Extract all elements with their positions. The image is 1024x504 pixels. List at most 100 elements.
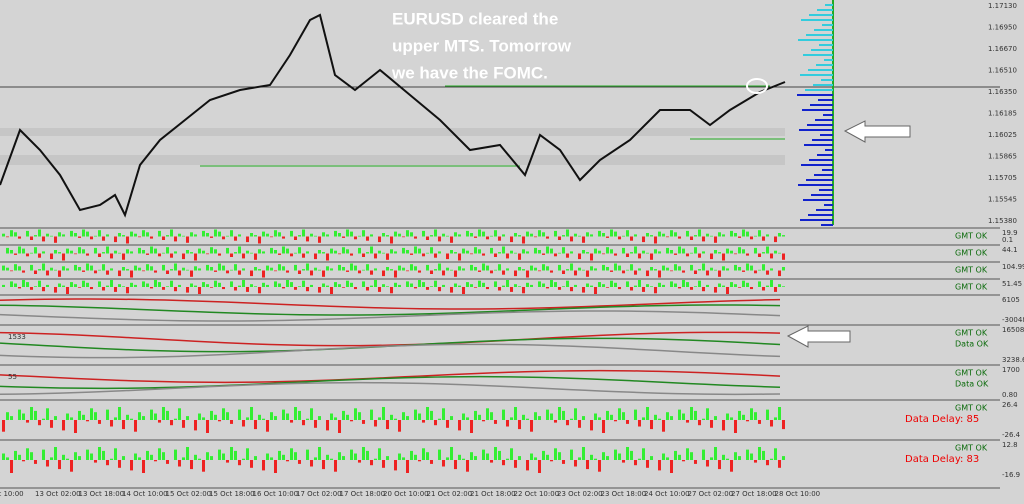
histogram-bar (682, 460, 685, 462)
histogram-bar (98, 281, 101, 287)
histogram-bar (702, 236, 705, 242)
profile-bar (815, 119, 833, 121)
histogram-bar (526, 231, 529, 237)
histogram-bar (582, 416, 585, 420)
histogram-bar (670, 250, 673, 254)
profile-bar (807, 124, 833, 126)
histogram-bar (90, 265, 93, 271)
histogram-bar (434, 420, 437, 426)
histogram-bar (322, 270, 325, 277)
histogram-bar (226, 412, 229, 420)
histogram-bar (690, 407, 693, 420)
histogram-bar (666, 412, 669, 420)
histogram-bar (250, 460, 253, 468)
histogram-bar (698, 253, 701, 258)
histogram-bar (398, 284, 401, 287)
histogram-bar (570, 449, 573, 460)
histogram-bar (146, 232, 149, 237)
histogram-bar (582, 447, 585, 460)
histogram-bar (42, 418, 45, 420)
histogram-bar (22, 248, 25, 254)
histogram-bar (534, 267, 537, 271)
histogram-bar (482, 253, 485, 256)
date-label: 13 Oct 02:00 (35, 490, 81, 498)
histogram-bar (450, 287, 453, 293)
histogram-bar (774, 448, 777, 460)
histogram-bar (446, 253, 449, 260)
histogram-bar (354, 236, 357, 240)
histogram-bar (118, 284, 121, 287)
histogram-bar (754, 270, 757, 274)
histogram-bar (526, 282, 529, 287)
histogram-bar (50, 457, 53, 460)
histogram-bar (538, 460, 541, 473)
histogram-bar (362, 253, 365, 257)
histogram-bar (714, 287, 717, 293)
histogram-bar (462, 287, 465, 294)
histogram-bar (170, 253, 173, 258)
histogram-bar (422, 282, 425, 287)
histogram-bar (630, 264, 633, 271)
histogram-bar (730, 282, 733, 287)
histogram-bar (246, 287, 249, 292)
histogram-bar (154, 270, 157, 273)
histogram-bar (486, 265, 489, 271)
histogram-bar (402, 267, 405, 271)
histogram-bar (566, 420, 569, 426)
histogram-bar (598, 282, 601, 287)
histogram-bar (354, 265, 357, 271)
histogram-bar (566, 280, 569, 287)
histogram-bar (638, 268, 641, 271)
histogram-bar (162, 264, 165, 271)
price-path (0, 13, 786, 218)
histogram-bar (2, 420, 5, 432)
histogram-bar (590, 285, 593, 287)
histogram-bar (386, 253, 389, 260)
histogram-bar (626, 253, 629, 257)
histogram-bar (302, 253, 305, 258)
histogram-bar (678, 454, 681, 460)
histogram-bar (106, 270, 109, 275)
histogram-bar (322, 460, 325, 470)
histogram-bar (458, 285, 461, 287)
histogram-bar (646, 252, 649, 254)
histogram-bar (250, 284, 253, 287)
histogram-bar (678, 287, 681, 289)
histogram-bar (742, 414, 745, 420)
histogram-bar (386, 286, 389, 287)
histogram-bar (630, 252, 633, 254)
histogram-bar (34, 235, 37, 237)
histogram-bar (46, 284, 49, 287)
date-label: 27 Oct 02:00 (688, 490, 734, 498)
histogram-bar (34, 286, 37, 287)
histogram-bar (18, 246, 21, 254)
histogram-bar (142, 281, 145, 287)
histogram-bar (590, 420, 593, 431)
histogram-bar (30, 407, 33, 420)
histogram-bar (194, 253, 197, 261)
histogram-bar (174, 236, 177, 242)
histogram-bar (118, 233, 121, 237)
histogram-bar (426, 236, 429, 240)
histogram-bar (762, 450, 765, 460)
histogram-bar (458, 253, 461, 261)
histogram-bar (198, 268, 201, 271)
histogram-bar (2, 284, 5, 287)
histogram-bar (334, 282, 337, 287)
histogram-bar (578, 267, 581, 271)
histogram-bar (282, 236, 285, 239)
histogram-bar (662, 265, 665, 271)
histogram-bar (450, 250, 453, 254)
histogram-bar (586, 232, 589, 237)
histogram-bar (254, 286, 257, 287)
histogram-bar (362, 230, 365, 237)
histogram-bar (122, 456, 125, 460)
histogram-bar (470, 284, 473, 287)
histogram-bar (742, 280, 745, 287)
histogram-bar (254, 267, 257, 271)
histogram-bar (490, 247, 493, 254)
histogram-bar (746, 263, 749, 271)
histogram-bar (374, 253, 377, 259)
histogram-bar (270, 236, 273, 238)
histogram-bar (206, 420, 209, 433)
